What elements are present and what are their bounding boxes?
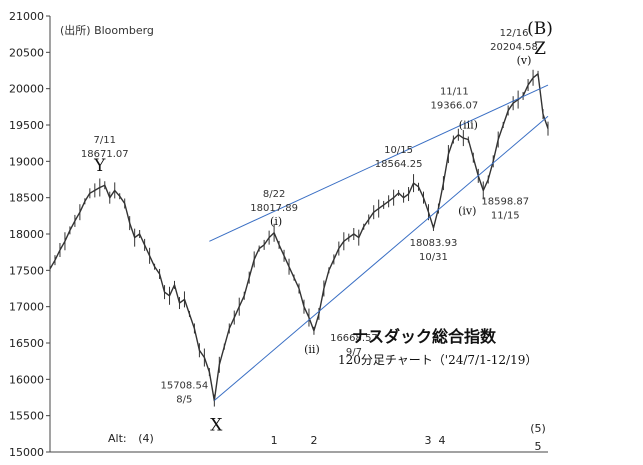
wave-label: (ⅲ) bbox=[459, 119, 478, 132]
chart-title: ナスダック総合指数 bbox=[352, 327, 497, 346]
y-tick-label: 18000 bbox=[9, 228, 44, 241]
trendline bbox=[209, 84, 549, 242]
y-tick-label: 20000 bbox=[9, 83, 44, 96]
annotation-label: 10/15 bbox=[384, 145, 413, 156]
y-axis: 15000 15500 16000 16500 17000 17500 18000 18500… bbox=[9, 10, 548, 459]
alt-label: 4 bbox=[439, 434, 446, 447]
alt-label: 5 bbox=[535, 440, 542, 453]
annotation-label: 18017.89 bbox=[250, 203, 298, 214]
trendline bbox=[214, 115, 549, 401]
annotation-label: 15708.54 bbox=[160, 381, 208, 392]
y-tick-label: 16500 bbox=[9, 337, 44, 350]
annotation-label: 12/16 bbox=[500, 28, 529, 39]
y-tick-label: 19000 bbox=[9, 155, 44, 168]
wave-label: (ⅱ) bbox=[304, 343, 320, 356]
trendlines-group bbox=[209, 84, 549, 401]
wave-label: (B) bbox=[527, 19, 553, 39]
alt-label: 1 bbox=[271, 434, 278, 447]
annotation-label: 18598.87 bbox=[481, 196, 529, 207]
alt-labels-group: Alt: (4) 1 2 3 4 5 (5) bbox=[108, 422, 546, 453]
annotation-label: 11/15 bbox=[491, 210, 520, 221]
series-group bbox=[49, 69, 549, 407]
annotation-label: 18564.25 bbox=[375, 159, 423, 170]
wave-labels-group: Y X (B)Z (ⅰ) (ⅱ) (ⅲ) (ⅳ) (ⅴ) bbox=[93, 19, 553, 436]
y-tick-label: 15000 bbox=[9, 446, 44, 459]
y-tick-label: 15500 bbox=[9, 410, 44, 423]
source-label: (出所) Bloomberg bbox=[60, 23, 154, 37]
annotation-label: 11/11 bbox=[440, 87, 469, 98]
wave-label: (ⅳ) bbox=[458, 204, 476, 217]
annotation-label: 18671.07 bbox=[81, 149, 129, 160]
annotation-label: 10/31 bbox=[419, 252, 448, 263]
y-tick-label: 18500 bbox=[9, 192, 44, 205]
wave-label: Z bbox=[534, 39, 546, 59]
alt-label: (5) bbox=[530, 422, 546, 435]
chart-subtitle: 120分足チャート（'24/7/1-12/19） bbox=[338, 353, 537, 367]
y-tick-label: 17500 bbox=[9, 264, 44, 277]
alt-label: 3 bbox=[425, 434, 432, 447]
y-tick-label: 20500 bbox=[9, 46, 44, 59]
annotation-label: 7/11 bbox=[94, 135, 116, 146]
annotation-label: 8/5 bbox=[176, 395, 192, 406]
wave-label: (ⅰ) bbox=[270, 215, 282, 228]
y-tick-label: 16000 bbox=[9, 373, 44, 386]
alt-label: (4) bbox=[138, 432, 154, 445]
y-tick-label: 19500 bbox=[9, 119, 44, 132]
annotation-label: 18083.93 bbox=[410, 238, 458, 249]
alt-label: 2 bbox=[310, 434, 317, 447]
annotation-label: 19366.07 bbox=[431, 101, 479, 112]
wave-label: Y bbox=[93, 156, 106, 176]
annotation-label: 20204.58 bbox=[490, 42, 538, 53]
annotation-label: 8/22 bbox=[263, 189, 285, 200]
annotations-group: 7/11 18671.07 15708.54 8/5 8/22 18017.89 16668… bbox=[81, 28, 538, 406]
y-tick-label: 17000 bbox=[9, 301, 44, 314]
wave-label: X bbox=[210, 416, 223, 436]
annotation-label: 16668.57 bbox=[330, 333, 378, 344]
annotation-label: 9/7 bbox=[346, 347, 362, 358]
alt-prefix: Alt: bbox=[108, 432, 127, 445]
wave-label: (ⅴ) bbox=[517, 54, 532, 67]
y-tick-label: 21000 bbox=[9, 10, 44, 23]
